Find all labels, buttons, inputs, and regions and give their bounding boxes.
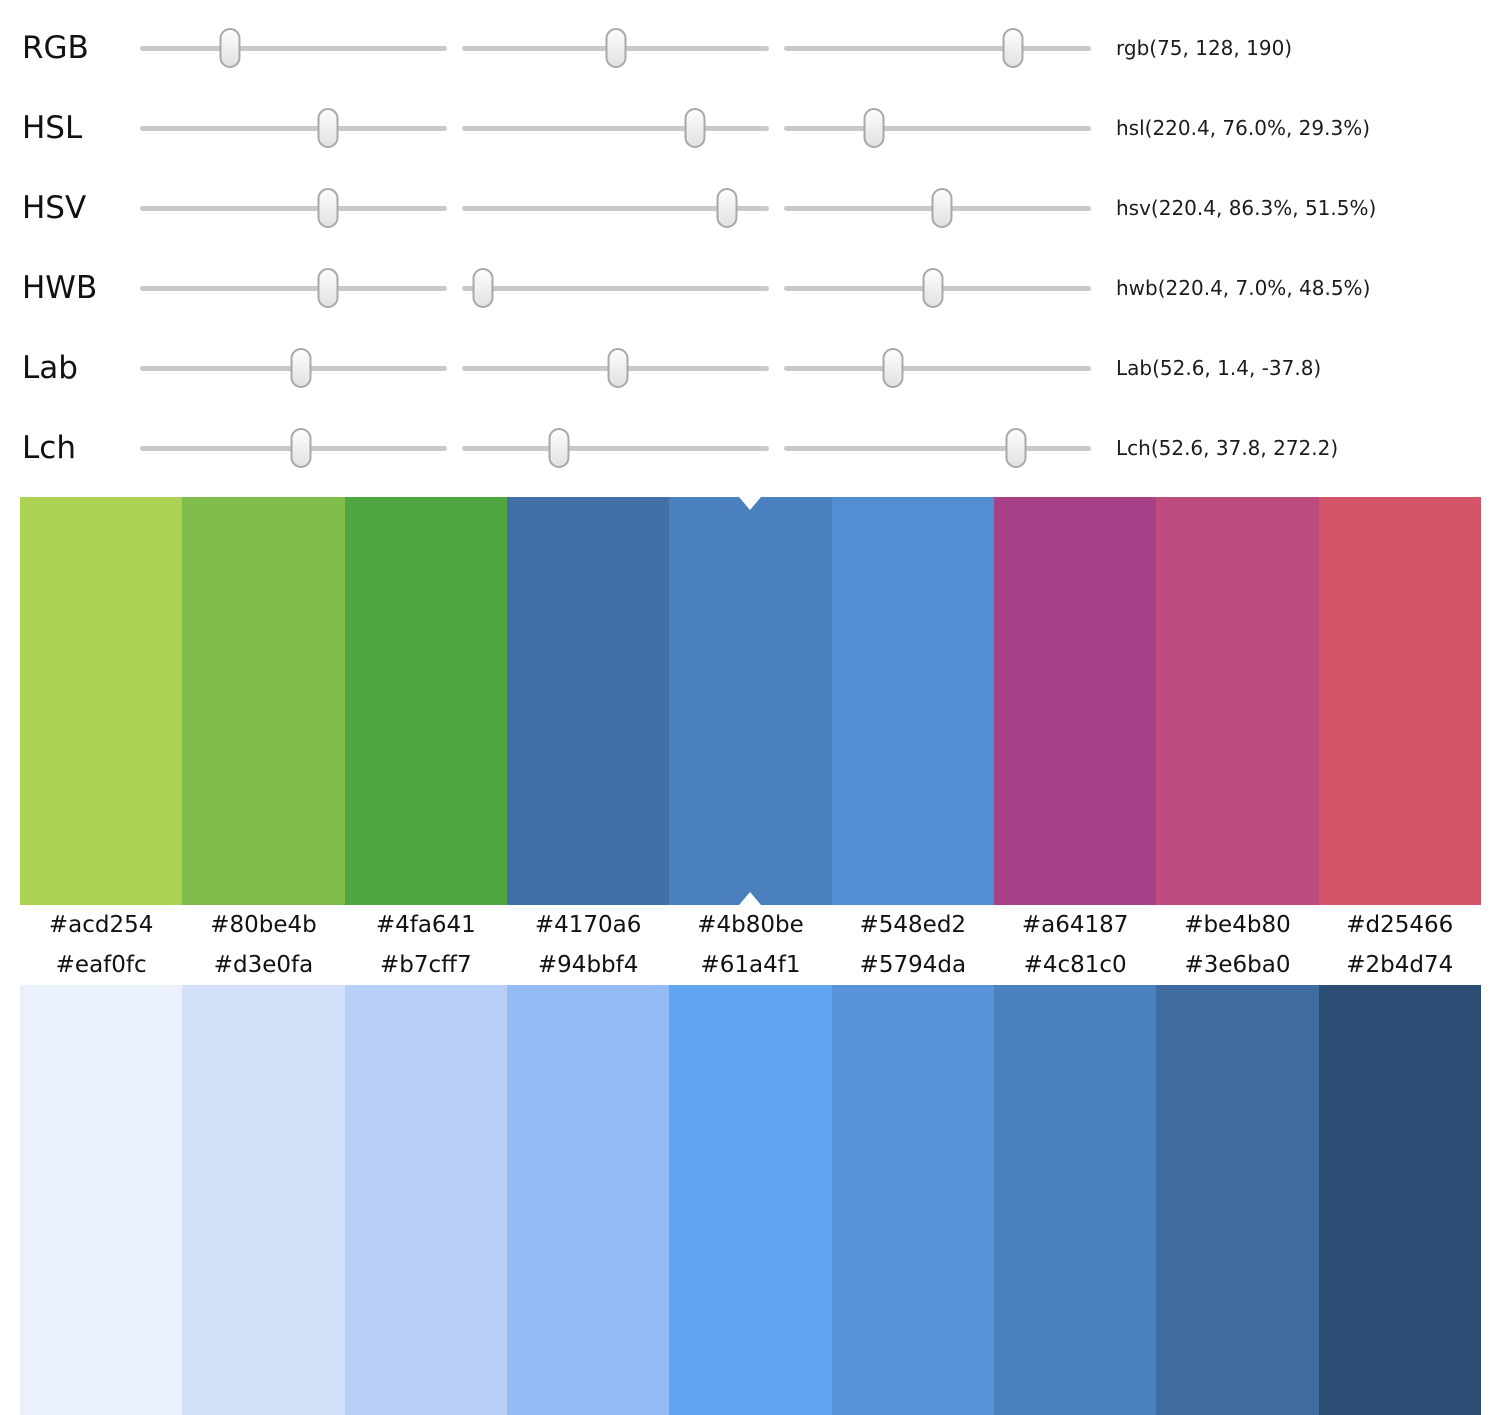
hwb-value-text: hwb(220.4, 7.0%, 48.5%) xyxy=(1116,276,1371,300)
rgb-value-text: rgb(75, 128, 190) xyxy=(1116,36,1293,60)
hsv-slider-thumb-h[interactable] xyxy=(317,188,339,228)
colorspace-label-rgb: RGB xyxy=(22,30,89,66)
rgb-slider-track-r[interactable] xyxy=(140,28,447,68)
hsl-slider-track-s[interactable] xyxy=(462,108,769,148)
slider-row-hwb: HWB hwb(220.4, 7.0%, 48.5%) xyxy=(22,248,1501,328)
lab-value-text: Lab(52.6, 1.4, -37.8) xyxy=(1116,356,1322,380)
hsv-slider-thumb-v[interactable] xyxy=(931,188,953,228)
hwb-slider-track-h[interactable] xyxy=(140,268,447,308)
hsv-slider-track-v[interactable] xyxy=(784,188,1091,228)
palette-swatch[interactable] xyxy=(831,985,994,1415)
lab-slider-thumb-a[interactable] xyxy=(607,348,629,388)
lch-slider-track-l[interactable] xyxy=(140,428,447,468)
slider-row-rgb: RGB rgb(75, 128, 190) xyxy=(22,8,1501,88)
hsl-slider-thumb-s[interactable] xyxy=(684,108,706,148)
palette-swatch[interactable] xyxy=(1318,497,1481,905)
rgb-slider-thumb-b[interactable] xyxy=(1002,28,1024,68)
colorspace-label-lab: Lab xyxy=(22,350,78,386)
palette-swatch[interactable] xyxy=(20,985,183,1415)
colorspace-label-hwb: HWB xyxy=(22,270,98,306)
lch-value-text: Lch(52.6, 37.8, 272.2) xyxy=(1116,436,1339,460)
palette-swatch[interactable] xyxy=(1318,985,1481,1415)
colorspace-label-hsl: HSL xyxy=(22,110,83,146)
swatch-hex-label: #d3e0fa xyxy=(213,952,314,978)
lab-slider-track-l[interactable] xyxy=(140,348,447,388)
palette-swatch-selected[interactable] xyxy=(669,497,832,905)
hwb-slider-thumb-h[interactable] xyxy=(317,268,339,308)
palette-swatch[interactable] xyxy=(344,497,507,905)
slider-row-lab: Lab Lab(52.6, 1.4, -37.8) xyxy=(22,328,1501,408)
colorspace-label-hsv: HSV xyxy=(22,190,87,226)
rgb-slider-thumb-g[interactable] xyxy=(605,28,627,68)
palette-swatch[interactable] xyxy=(20,497,183,905)
lch-slider-thumb-l[interactable] xyxy=(290,428,312,468)
lab-slider-track-b[interactable] xyxy=(784,348,1091,388)
hsl-slider-track-h[interactable] xyxy=(140,108,447,148)
palette-swatch[interactable] xyxy=(506,985,670,1415)
palette-swatch[interactable] xyxy=(993,497,1157,905)
rgb-slider-track-g[interactable] xyxy=(462,28,769,68)
slider-row-lch: Lch Lch(52.6, 37.8, 272.2) xyxy=(22,408,1501,488)
swatch-hex-label: #94bbf4 xyxy=(537,952,639,978)
slider-row-hsl: HSL hsl(220.4, 76.0%, 29.3%) xyxy=(22,88,1501,168)
hsl-slider-thumb-l[interactable] xyxy=(863,108,885,148)
hwb-slider-thumb-w[interactable] xyxy=(472,268,494,308)
swatch-hex-label: #a64187 xyxy=(1021,912,1129,938)
swatch-hex-label: #eaf0fc xyxy=(55,952,147,978)
lch-slider-thumb-c[interactable] xyxy=(548,428,570,468)
palette-swatch[interactable] xyxy=(506,497,670,905)
lab-slider-track-a[interactable] xyxy=(462,348,769,388)
lch-slider-track-h[interactable] xyxy=(784,428,1091,468)
palette-swatch[interactable] xyxy=(182,985,345,1415)
hue-palette-labels: #acd254 #80be4b #4fa641 #4170a6 #4b80be … xyxy=(20,905,1481,945)
rgb-slider-thumb-r[interactable] xyxy=(219,28,241,68)
hsv-slider-track-s[interactable] xyxy=(462,188,769,228)
palette-swatch[interactable] xyxy=(669,985,832,1415)
swatch-hex-label: #61a4f1 xyxy=(700,952,801,978)
hue-palette xyxy=(20,497,1481,905)
swatch-hex-label: #4fa641 xyxy=(375,912,476,938)
swatch-hex-label: #5794da xyxy=(859,952,967,978)
swatch-hex-label: #2b4d74 xyxy=(1346,952,1454,978)
swatch-hex-label: #b7cff7 xyxy=(380,952,472,978)
hsl-slider-thumb-h[interactable] xyxy=(317,108,339,148)
shades-palette-labels: #eaf0fc #d3e0fa #b7cff7 #94bbf4 #61a4f1 … xyxy=(20,945,1481,985)
palette-swatch[interactable] xyxy=(1156,985,1319,1415)
swatch-hex-label: #d25466 xyxy=(1346,912,1454,938)
lab-slider-thumb-b[interactable] xyxy=(882,348,904,388)
swatch-hex-label: #4c81c0 xyxy=(1023,952,1127,978)
hwb-slider-thumb-b[interactable] xyxy=(922,268,944,308)
swatch-hex-label: #4170a6 xyxy=(534,912,642,938)
swatch-hex-label: #548ed2 xyxy=(859,912,967,938)
color-sliders-panel: RGB rgb(75, 128, 190) HSL hsl(220.4, 76.… xyxy=(0,0,1501,497)
rgb-slider-track-b[interactable] xyxy=(784,28,1091,68)
hsl-value-text: hsl(220.4, 76.0%, 29.3%) xyxy=(1116,116,1371,140)
lch-slider-track-c[interactable] xyxy=(462,428,769,468)
hwb-slider-track-b[interactable] xyxy=(784,268,1091,308)
hsv-slider-track-h[interactable] xyxy=(140,188,447,228)
palette-swatch[interactable] xyxy=(993,985,1157,1415)
selection-marker-top xyxy=(739,497,762,510)
selection-marker-bottom xyxy=(739,892,762,905)
colorspace-label-lch: Lch xyxy=(22,430,76,466)
shades-palette xyxy=(20,985,1481,1415)
swatch-hex-label: #80be4b xyxy=(210,912,317,938)
palette-swatch[interactable] xyxy=(344,985,507,1415)
swatch-hex-label: #4b80be xyxy=(697,912,804,938)
palette-swatch[interactable] xyxy=(182,497,345,905)
swatch-hex-label: #3e6ba0 xyxy=(1184,952,1291,978)
hsv-value-text: hsv(220.4, 86.3%, 51.5%) xyxy=(1116,196,1377,220)
hsv-slider-thumb-s[interactable] xyxy=(716,188,738,228)
palette-swatch[interactable] xyxy=(1156,497,1319,905)
swatch-hex-label: #acd254 xyxy=(48,912,154,938)
palette-swatch[interactable] xyxy=(831,497,994,905)
slider-row-hsv: HSV hsv(220.4, 86.3%, 51.5%) xyxy=(22,168,1501,248)
hsl-slider-track-l[interactable] xyxy=(784,108,1091,148)
lch-slider-thumb-h[interactable] xyxy=(1005,428,1027,468)
lab-slider-thumb-l[interactable] xyxy=(290,348,312,388)
hwb-slider-track-w[interactable] xyxy=(462,268,769,308)
swatch-hex-label: #be4b80 xyxy=(1184,912,1291,938)
